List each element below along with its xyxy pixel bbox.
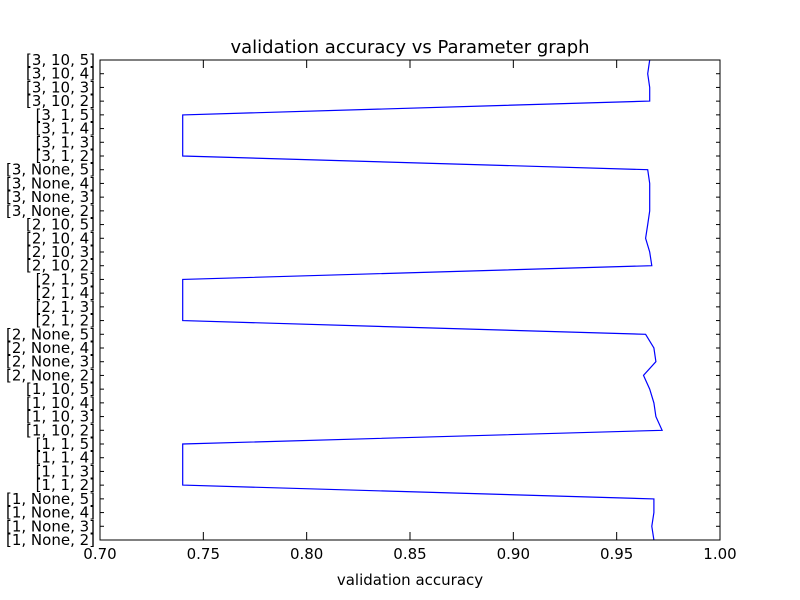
y-tick-label: [1, 1, 3] [36,462,95,480]
y-tick-label: [3, 1, 4] [36,120,95,138]
y-tick-label: [3, None, 3] [6,188,95,206]
y-tick-label: [1, None, 4] [6,504,95,522]
y-tick-label: [1, None, 5] [6,490,95,508]
y-axis: [1, None, 2][1, None, 3][1, None, 4][1, … [6,51,720,549]
y-tick-label: [2, None, 4] [6,339,95,357]
x-axis-label: validation accuracy [337,571,483,589]
y-tick-label: [2, 1, 4] [36,284,95,302]
series-line [182,59,664,541]
y-tick-label: [2, 10, 5] [26,216,95,234]
y-tick-label: [1, 10, 2] [26,421,95,439]
x-tick-label: 0.80 [290,545,323,563]
y-tick-label: [3, 10, 3] [26,78,95,96]
y-tick-label: [3, 10, 5] [26,51,95,69]
x-tick-label: 0.95 [600,545,633,563]
x-tick-label: 1.00 [703,545,736,563]
chart-title: validation accuracy vs Parameter graph [230,37,589,58]
x-tick-label: 0.75 [187,545,220,563]
y-tick-label: [1, 10, 3] [26,408,95,426]
y-tick-label: [3, None, 5] [6,161,95,179]
x-tick-label: 0.90 [497,545,530,563]
y-tick-label: [2, None, 5] [6,325,95,343]
plot-frame [99,59,721,541]
y-tick-label: [3, 10, 4] [26,65,95,83]
y-tick-label: [2, 1, 3] [36,298,95,316]
y-tick-label: [3, 1, 3] [36,133,95,151]
y-tick-label: [2, 10, 2] [26,257,95,275]
y-tick-label: [2, 1, 2] [36,312,95,330]
y-tick-label: [2, None, 3] [6,353,95,371]
y-tick-label: [3, 10, 2] [26,92,95,110]
y-tick-label: [3, 1, 5] [36,106,95,124]
y-tick-label: [2, None, 2] [6,366,95,384]
y-tick-label: [1, 1, 4] [36,449,95,467]
y-tick-label: [1, None, 3] [6,517,95,535]
y-tick-label: [1, None, 2] [6,531,95,549]
y-tick-label: [1, 1, 5] [36,435,95,453]
y-tick-label: [1, 1, 2] [36,476,95,494]
y-tick-label: [3, None, 2] [6,202,95,220]
x-tick-label: 0.85 [393,545,426,563]
y-tick-label: [2, 10, 3] [26,243,95,261]
y-tick-label: [3, None, 4] [6,174,95,192]
y-tick-label: [3, 1, 2] [36,147,95,165]
y-tick-label: [1, 10, 4] [26,394,95,412]
y-tick-label: [2, 1, 5] [36,270,95,288]
y-tick-label: [2, 10, 4] [26,229,95,247]
x-tick-label: 0.70 [83,545,116,563]
y-tick-label: [1, 10, 5] [26,380,95,398]
